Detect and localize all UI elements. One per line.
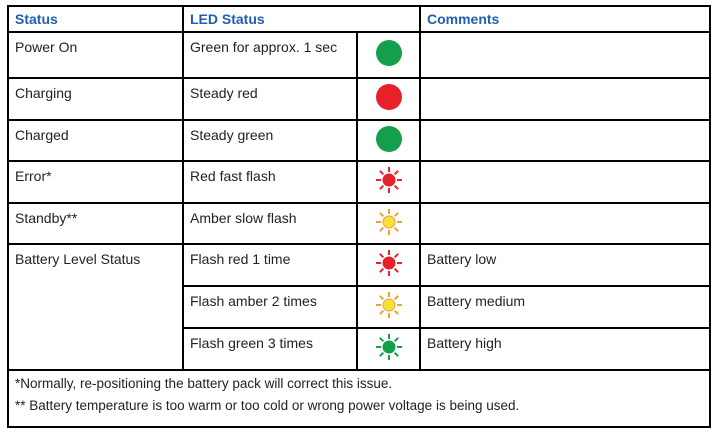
header-row: Status LED Status Comments	[7, 5, 711, 33]
status-cell: Standby**	[7, 202, 184, 245]
led-icon-cell	[356, 202, 421, 245]
red-flash-icon	[375, 250, 402, 276]
led-icon-cell	[356, 77, 421, 121]
led-icon-cell	[356, 243, 421, 287]
led-icon-cell	[356, 160, 421, 204]
table-row: Flash green 3 times Battery high	[8, 327, 711, 371]
comment-cell	[419, 77, 711, 121]
status-cell: Power On	[7, 31, 184, 79]
red-led-icon	[375, 84, 402, 110]
led-cell: Flash red 1 time	[182, 243, 358, 287]
comment-cell	[419, 119, 711, 162]
status-cell: Error*	[7, 160, 184, 204]
green-led-icon	[375, 125, 402, 152]
status-cell: Battery Level Status	[7, 243, 184, 371]
led-icon-cell	[356, 285, 421, 329]
amber-flash-icon	[375, 208, 402, 235]
table-row: Battery Level Status Flash red 1 time Ba…	[7, 243, 711, 371]
table-row: Power On Green for approx. 1 sec	[7, 31, 711, 79]
green-led-icon	[375, 40, 402, 66]
led-cell: Green for approx. 1 sec	[182, 31, 358, 79]
comment-cell	[419, 202, 711, 245]
table-row: Flash amber 2 times Battery medium	[8, 285, 711, 329]
led-icon-cell	[356, 31, 421, 79]
table-row: Charging Steady red	[7, 77, 711, 121]
led-icon-cell	[356, 327, 421, 371]
green-flash-icon	[375, 334, 402, 360]
led-cell: Flash amber 2 times	[182, 285, 358, 329]
led-icon-cell	[356, 119, 421, 162]
header-comments: Comments	[419, 5, 711, 33]
comment-cell: Battery high	[419, 327, 711, 371]
footnotes: *Normally, re-positioning the battery pa…	[7, 369, 711, 428]
comment-cell	[419, 160, 711, 204]
table-row: Charged Steady green	[7, 119, 711, 162]
footnote: ** Battery temperature is too warm or to…	[15, 398, 520, 413]
led-cell: Amber slow flash	[182, 202, 358, 245]
status-cell: Charging	[7, 77, 184, 121]
status-cell: Charged	[7, 119, 184, 162]
comment-cell	[419, 31, 711, 79]
led-status-table: Status LED Status Comments Power On Gree…	[7, 5, 711, 428]
footnote-row: *Normally, re-positioning the battery pa…	[7, 369, 711, 428]
led-cell: Flash green 3 times	[182, 327, 358, 371]
led-cell: Red fast flash	[182, 160, 358, 204]
red-flash-icon	[375, 167, 402, 193]
table-row: Error* Red fast flash	[7, 160, 711, 204]
header-status: Status	[7, 5, 184, 33]
amber-flash-icon	[375, 292, 402, 318]
comment-cell: Battery low	[419, 243, 711, 287]
footnote: *Normally, re-positioning the battery pa…	[15, 376, 393, 391]
header-led-status: LED Status	[182, 5, 421, 33]
comment-cell: Battery medium	[419, 285, 711, 329]
led-cell: Steady red	[182, 77, 358, 121]
led-cell: Steady green	[182, 119, 358, 162]
table-row: Standby** Amber slow flash	[7, 202, 711, 245]
